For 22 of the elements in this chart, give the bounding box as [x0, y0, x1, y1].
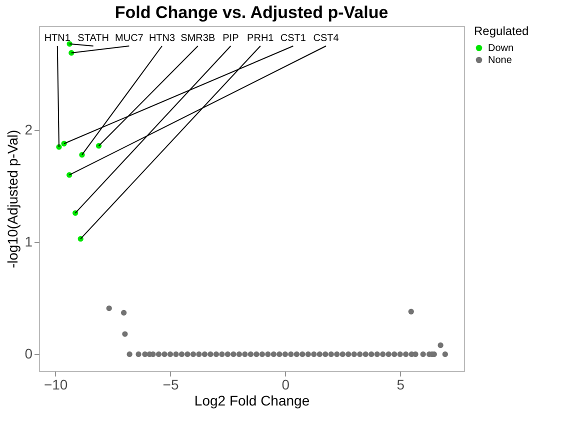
y-tick-label: 1	[24, 234, 33, 250]
legend-label: Down	[488, 43, 514, 54]
annotation: CST4	[313, 33, 340, 44]
x-tick-label: 5	[396, 376, 405, 392]
x-axis-title: Log2 Fold Change	[194, 392, 310, 408]
y-tick-label: 0	[24, 346, 33, 362]
annotation: MUC7	[115, 33, 144, 44]
y-axis-title: -log10(Adjusted p-Val)	[4, 130, 21, 268]
legend-title: Regulated	[474, 24, 529, 38]
x-tick-label: −10	[44, 376, 68, 392]
annotation: SMR3B	[180, 33, 216, 44]
annotation: CST1	[280, 33, 306, 44]
x-tick-label: 0	[282, 376, 290, 392]
annotation: PIP	[222, 33, 240, 44]
annotation: HTN1	[44, 33, 71, 44]
annotation: HTN3	[148, 33, 176, 44]
chart-title: Fold Change vs. Adjusted p-Value	[114, 3, 388, 22]
y-tick-label: 2	[24, 122, 33, 138]
annotation: STATH	[78, 33, 109, 44]
legend-label: None	[488, 55, 512, 66]
annotation: PRH1	[247, 33, 274, 44]
x-tick-label: −5	[162, 376, 179, 392]
